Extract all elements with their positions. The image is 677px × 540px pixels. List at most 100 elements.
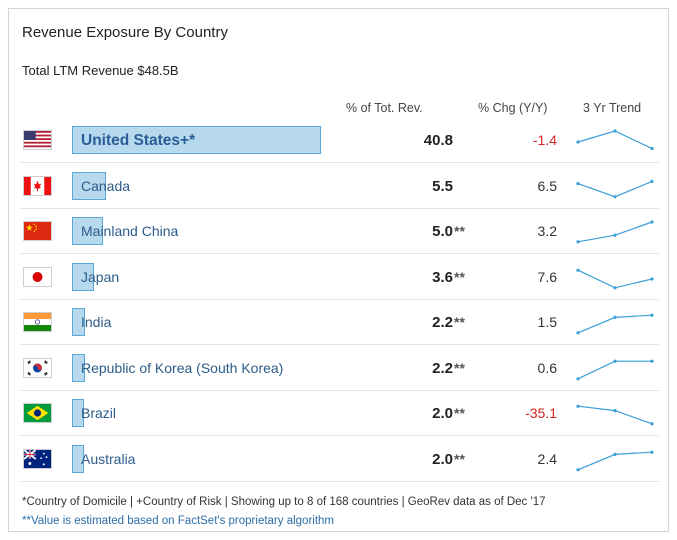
trend-point [576, 140, 580, 144]
trend-point [576, 331, 580, 335]
estimated-marker: ** [454, 268, 465, 285]
trend-sparkline [576, 313, 654, 335]
trend-point [576, 467, 580, 471]
pct-total-value: 40.8 [423, 132, 453, 149]
footnote-estimated: **Value is estimated based on FactSet's … [22, 515, 334, 527]
pct-total-value: 5.0 [432, 223, 453, 240]
row-divider [20, 162, 659, 163]
revenue-share-bar [72, 444, 85, 473]
pct-change-value: 7.6 [537, 268, 557, 285]
row-divider [20, 253, 659, 254]
country-name-link[interactable]: Australia [81, 450, 136, 467]
revenue-share-bar [72, 308, 86, 336]
revenue-share-bar [72, 262, 94, 291]
row-divider [20, 389, 659, 391]
country-name-link[interactable]: Mainland China [81, 223, 179, 239]
country-name-link[interactable]: United States+* [81, 132, 196, 149]
country-name-link[interactable]: Japan [81, 268, 120, 285]
trend-point [613, 409, 617, 413]
au-flag-icon [23, 448, 52, 469]
trend-line [577, 405, 653, 425]
trend-sparkline [576, 404, 654, 426]
trend-point [576, 376, 580, 380]
pct-total-value: 2.0 [432, 450, 453, 468]
estimated-marker: ** [454, 405, 465, 421]
table-row[interactable]: United States+* 40.8 -1.4 [20, 118, 659, 163]
revenue-share-bar [72, 217, 103, 245]
pct-total-value: 3.6 [432, 268, 453, 286]
table-row[interactable]: Brazil 2.0 ** -35.1 [20, 391, 659, 436]
country-name-link[interactable]: Brazil [81, 405, 117, 421]
pct-change-value: -35.1 [525, 405, 557, 421]
column-header-pct-total[interactable]: % of Tot. Rev. [346, 101, 423, 115]
trend-line [577, 269, 653, 288]
column-header-trend: 3 Yr Trend [583, 101, 642, 115]
country-name-link[interactable]: Canada [81, 177, 131, 194]
trend-sparkline [576, 450, 654, 471]
trend-line [577, 221, 653, 243]
kr-flag-icon [23, 357, 52, 378]
trend-point [613, 452, 617, 456]
pct-total-value: 2.2 [432, 359, 453, 377]
trend-point [650, 147, 654, 151]
trend-point [613, 194, 617, 198]
ca-flag-icon [23, 175, 52, 196]
widget-title: Revenue Exposure By Country [22, 24, 228, 41]
pct-change-value: 6.5 [537, 177, 557, 194]
row-divider [20, 344, 659, 345]
trend-point [650, 359, 654, 363]
trend-point [650, 313, 654, 317]
table-row[interactable]: India 2.2 ** 1.5 [20, 300, 659, 345]
trend-line [577, 180, 653, 197]
table-row[interactable]: Japan 3.6 ** 7.6 [20, 255, 659, 300]
table-row[interactable]: Canada 5.5 6.5 [20, 164, 659, 209]
pct-change-value: 3.2 [537, 223, 557, 239]
estimated-marker: ** [454, 314, 465, 330]
estimated-marker: ** [454, 223, 465, 239]
column-header-pct-chg[interactable]: % Chg (Y/Y) [478, 101, 548, 115]
estimated-marker: ** [454, 359, 465, 376]
table-row[interactable]: Australia 2.0 ** 2.4 [20, 437, 659, 482]
trend-point [576, 268, 580, 272]
br-flag-icon [23, 403, 52, 423]
trend-sparkline [576, 129, 654, 151]
trend-point [613, 285, 617, 289]
trend-point [613, 129, 617, 133]
trend-point [650, 422, 654, 426]
pct-change-value: 2.4 [537, 450, 557, 467]
pct-change-value: 0.6 [537, 359, 557, 376]
us-flag-icon [23, 130, 52, 150]
revenue-share-bar [72, 126, 321, 154]
trend-point [613, 359, 617, 363]
cn-flag-icon [23, 221, 52, 241]
revenue-share-bar [72, 171, 106, 200]
pct-total-value: 2.2 [432, 314, 453, 331]
row-divider [20, 435, 659, 436]
trend-line [577, 130, 653, 150]
table-row[interactable]: Republic of Korea (South Korea) 2.2 ** 0.6 [20, 346, 659, 391]
table-row[interactable]: Mainland China 5.0 ** 3.2 [20, 209, 659, 254]
row-divider [20, 207, 659, 209]
trend-point [650, 179, 654, 183]
footnote: *Country of Domicile | +Country of Risk … [22, 496, 546, 508]
pct-total-value: 2.0 [432, 405, 453, 422]
estimated-marker: ** [454, 450, 465, 467]
in-flag-icon [23, 312, 52, 332]
trend-sparkline [576, 220, 654, 244]
trend-point [576, 181, 580, 185]
jp-flag-icon [23, 266, 52, 287]
revenue-exposure-card [8, 8, 669, 532]
row-divider [20, 298, 659, 300]
trend-sparkline [576, 179, 654, 198]
trend-point [650, 276, 654, 281]
trend-line [577, 360, 652, 379]
pct-total-value: 5.5 [432, 177, 453, 195]
trend-point [650, 220, 654, 224]
pct-change-value: -1.4 [532, 132, 557, 148]
country-name-link[interactable]: India [81, 314, 112, 330]
total-revenue-label: Total LTM Revenue $48.5B [22, 63, 179, 78]
country-name-link[interactable]: Republic of Korea (South Korea) [81, 359, 284, 376]
trend-point [576, 404, 580, 408]
trend-point [650, 450, 654, 454]
trend-point [613, 233, 617, 237]
